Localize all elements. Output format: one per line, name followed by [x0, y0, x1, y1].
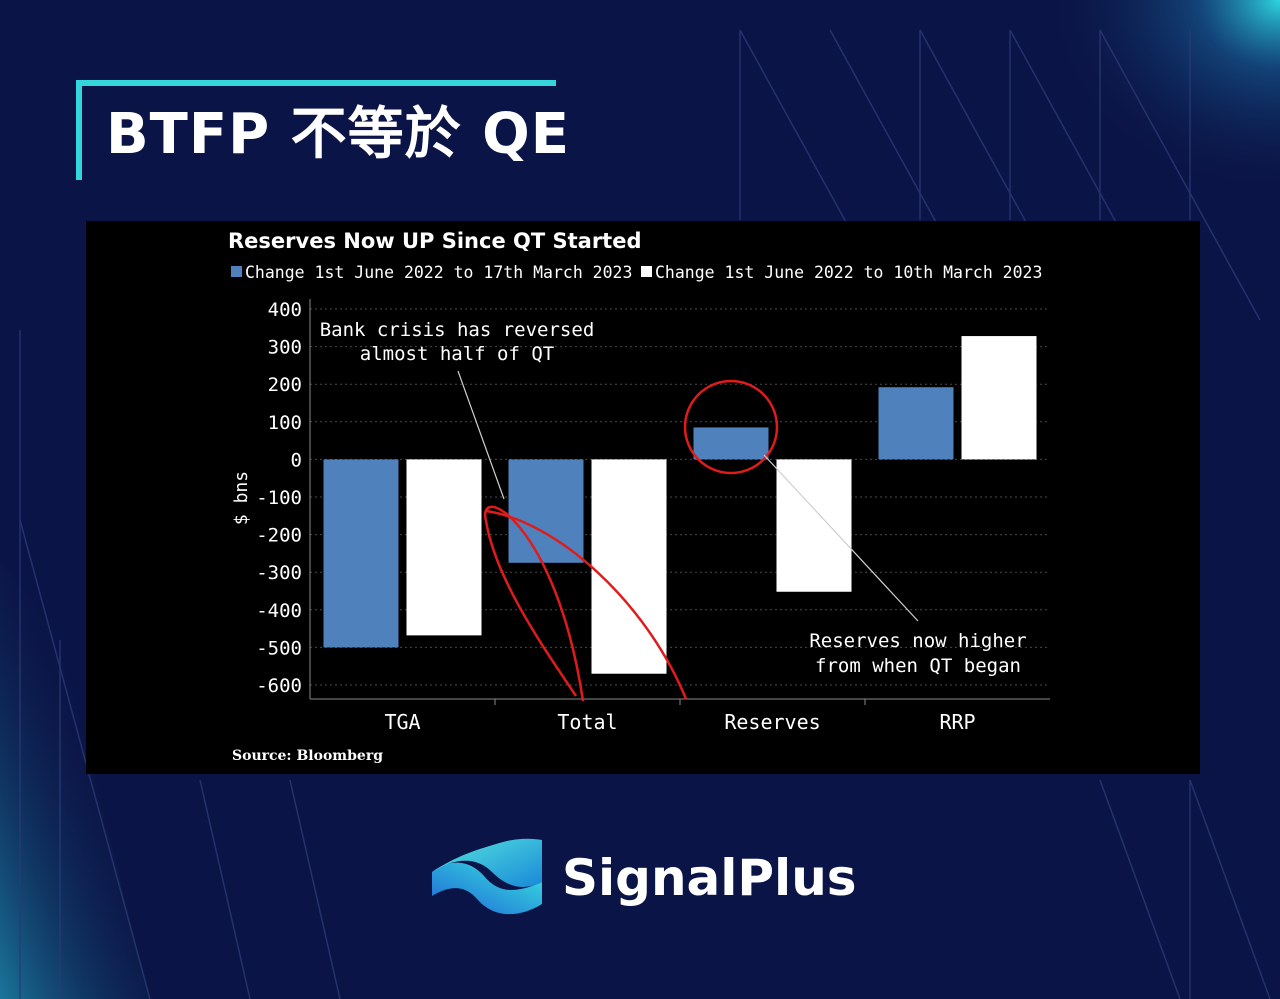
x-tick-label: TGA — [384, 710, 420, 734]
annotation-text-1-line-2: almost half of QT — [360, 343, 554, 365]
legend-label-series-2: Change 1st June 2022 to 10th March 2023 — [655, 263, 1042, 282]
x-tick-label: Reserves — [724, 710, 820, 734]
bar-reserves-series-2 — [776, 459, 852, 592]
brand-name: SignalPlus — [562, 849, 857, 907]
bar-total-series-1 — [508, 459, 584, 563]
annotation-circle-reserves — [683, 379, 779, 475]
annotation-text-2-line-2: from when QT began — [815, 655, 1021, 677]
signalplus-logo-icon — [432, 838, 542, 915]
annotation-text-2-line-1: Reserves now higher — [809, 630, 1026, 652]
brand-logo: SignalPlus — [430, 836, 857, 920]
annotation-pointer-2 — [763, 454, 919, 622]
y-tick-label: 300 — [268, 337, 302, 359]
bar-chart: Reserves Now UP Since QT Started Change … — [228, 229, 1050, 764]
legend-swatch-series-1 — [231, 266, 242, 277]
y-tick-label: 400 — [268, 299, 302, 321]
y-tick-label: -400 — [256, 600, 302, 622]
annotation-pointer-1 — [457, 370, 505, 500]
y-axis-label: $ bns — [231, 471, 252, 525]
chart-panel: Reserves Now UP Since QT Started Change … — [86, 221, 1200, 774]
legend-swatch-series-2 — [641, 266, 652, 277]
annotation-circle-total — [483, 505, 585, 702]
y-tick-label: 200 — [268, 374, 302, 396]
title-frame — [76, 80, 556, 180]
y-tick-label: -100 — [256, 487, 302, 509]
bar-rrp-series-1 — [878, 387, 954, 460]
y-tick-label: 100 — [268, 412, 302, 434]
chart-title: Reserves Now UP Since QT Started — [228, 229, 642, 253]
annotation-circle-total-right — [485, 509, 688, 700]
x-tick-label: Total — [557, 710, 617, 734]
annotation-text-1-line-1: Bank crisis has reversed — [320, 319, 595, 341]
chart-source: Source: Bloomberg — [232, 748, 383, 764]
page-title: BTFP 不等於 QE — [106, 102, 571, 167]
bar-tga-series-1 — [323, 459, 399, 648]
y-tick-label: -500 — [256, 637, 302, 659]
legend-label-series-1: Change 1st June 2022 to 17th March 2023 — [245, 263, 632, 282]
y-tick-label: 0 — [291, 449, 302, 471]
y-tick-label: -600 — [256, 675, 302, 697]
bar-reserves-series-1 — [693, 427, 769, 460]
bar-rrp-series-2 — [961, 336, 1037, 460]
x-tick-label: RRP — [939, 710, 975, 734]
bar-tga-series-2 — [406, 459, 482, 636]
y-tick-label: -300 — [256, 562, 302, 584]
y-tick-label: -200 — [256, 525, 302, 547]
